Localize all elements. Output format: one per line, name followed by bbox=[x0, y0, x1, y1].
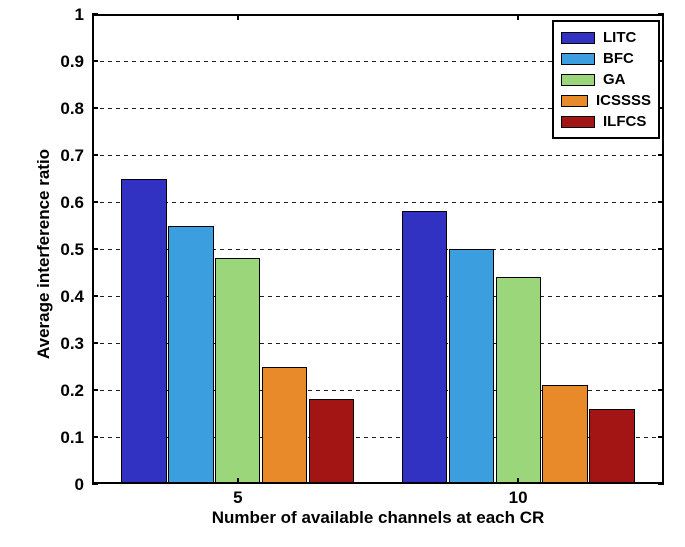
legend-label: ILFCS bbox=[603, 113, 646, 130]
y-tick-mark bbox=[658, 201, 664, 203]
legend-label: ICSSSS bbox=[596, 92, 651, 109]
y-tick-label: 0 bbox=[75, 475, 84, 495]
legend-swatch bbox=[561, 116, 595, 128]
y-tick-mark bbox=[92, 389, 98, 391]
y-tick-mark bbox=[658, 154, 664, 156]
y-tick-label: 0.2 bbox=[60, 381, 84, 401]
legend-item: ILFCS bbox=[561, 113, 651, 130]
legend-item: LITC bbox=[561, 29, 651, 46]
x-tick-label: 10 bbox=[509, 488, 528, 508]
y-tick-mark bbox=[92, 248, 98, 250]
bar bbox=[402, 211, 447, 484]
y-tick-label: 0.4 bbox=[60, 287, 84, 307]
x-axis-label: Number of available channels at each CR bbox=[212, 508, 545, 528]
bar bbox=[496, 277, 541, 484]
bar bbox=[449, 249, 494, 484]
y-tick-label: 0.6 bbox=[60, 193, 84, 213]
y-tick-mark bbox=[92, 201, 98, 203]
plot-area: LITC BFC GA ICSSSS ILFCS bbox=[92, 14, 664, 484]
y-tick-label: 0.7 bbox=[60, 146, 84, 166]
legend-swatch bbox=[561, 53, 595, 65]
legend-label: GA bbox=[603, 71, 626, 88]
legend-label: BFC bbox=[603, 50, 634, 67]
y-tick-mark bbox=[658, 436, 664, 438]
y-tick-mark bbox=[658, 60, 664, 62]
y-axis-label: Average interference ratio bbox=[34, 149, 54, 359]
y-tick-mark bbox=[92, 13, 98, 15]
bar bbox=[215, 258, 260, 484]
legend-swatch bbox=[561, 74, 595, 86]
legend-item: GA bbox=[561, 71, 651, 88]
legend-label: LITC bbox=[603, 29, 636, 46]
y-tick-mark bbox=[658, 13, 664, 15]
y-tick-label: 0.9 bbox=[60, 52, 84, 72]
y-tick-label: 0.3 bbox=[60, 334, 84, 354]
gridline bbox=[92, 202, 664, 203]
bar bbox=[121, 179, 166, 485]
x-tick-mark bbox=[237, 14, 239, 20]
y-tick-mark bbox=[658, 483, 664, 485]
bar bbox=[262, 367, 307, 485]
x-tick-mark bbox=[237, 478, 239, 484]
legend-item: BFC bbox=[561, 50, 651, 67]
legend-item: ICSSSS bbox=[561, 92, 651, 109]
bar bbox=[542, 385, 587, 484]
gridline bbox=[92, 155, 664, 156]
y-tick-label: 0.8 bbox=[60, 99, 84, 119]
y-tick-label: 0.5 bbox=[60, 240, 84, 260]
y-tick-mark bbox=[92, 107, 98, 109]
y-tick-mark bbox=[658, 389, 664, 391]
legend-swatch bbox=[561, 95, 588, 107]
y-tick-mark bbox=[92, 154, 98, 156]
x-tick-label: 5 bbox=[233, 488, 242, 508]
y-tick-mark bbox=[92, 342, 98, 344]
bar bbox=[309, 399, 354, 484]
bar bbox=[589, 409, 634, 484]
y-tick-mark bbox=[92, 295, 98, 297]
y-tick-mark bbox=[92, 483, 98, 485]
legend: LITC BFC GA ICSSSS ILFCS bbox=[552, 20, 660, 139]
y-tick-label: 1 bbox=[75, 5, 84, 25]
y-tick-label: 0.1 bbox=[60, 428, 84, 448]
legend-swatch bbox=[561, 32, 595, 44]
y-tick-mark bbox=[658, 342, 664, 344]
x-tick-mark bbox=[517, 14, 519, 20]
y-tick-mark bbox=[658, 295, 664, 297]
y-tick-mark bbox=[92, 60, 98, 62]
y-tick-mark bbox=[92, 436, 98, 438]
figure: LITC BFC GA ICSSSS ILFCS 0 0.1 0.2 0.3 0.4 0.5 0.6… bbox=[0, 0, 685, 547]
y-tick-mark bbox=[658, 248, 664, 250]
bar bbox=[168, 226, 213, 485]
y-tick-mark bbox=[658, 107, 664, 109]
x-tick-mark bbox=[517, 478, 519, 484]
